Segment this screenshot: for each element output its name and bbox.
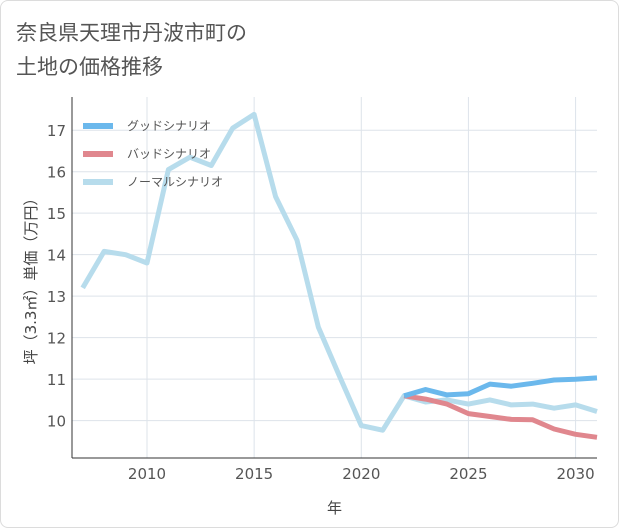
x-tick-label-1: 2015 [235,465,273,483]
y-tick-label-7: 17 [47,122,66,140]
y-tick-label-4: 14 [47,247,66,265]
tick-labels: 10 11 12 13 14 15 16 17 2010 2015 2020 2025 2030 [47,122,595,483]
y-axis-title: 坪（3.3㎡）単価（万円） [22,191,40,365]
y-tick-label-2: 12 [47,330,66,348]
series-line-0 [403,375,598,399]
x-tick-label-2: 2020 [342,465,380,483]
series-line-2 [80,111,598,433]
x-tick-label-0: 2010 [128,465,166,483]
x-tick-label-4: 2030 [556,465,594,483]
x-tick-label-3: 2025 [449,465,487,483]
chart-title-line-2: 土地の価格推移 [16,55,163,79]
y-tick-label-3: 13 [47,288,66,306]
y-tick-label-6: 16 [47,164,66,182]
x-axis-title: 年 [327,499,342,517]
chart-title: 奈良県天理市丹波市町の 土地の価格推移 [16,16,247,84]
y-tick-label-1: 11 [47,371,66,389]
legend-label-2: ノーマルシナリオ [127,175,223,189]
y-tick-label-0: 10 [47,413,66,431]
y-tick-label-5: 15 [47,205,66,223]
series-lines [80,111,598,440]
axes [71,97,597,459]
series-line-1 [403,393,598,440]
chart-title-line-1: 奈良県天理市丹波市町の [16,21,247,45]
legend-label-1: バッドシナリオ [127,147,211,161]
legend-label-0: グッドシナリオ [127,119,211,133]
